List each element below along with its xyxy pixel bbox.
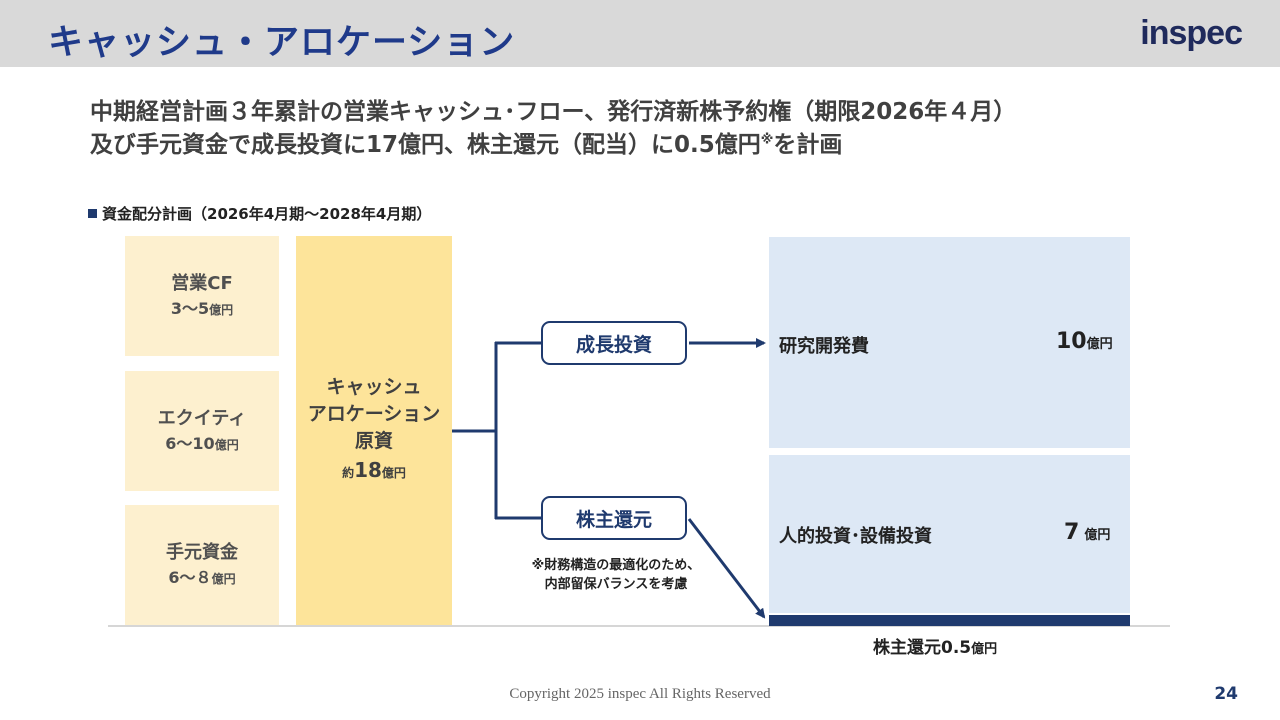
lead-note-mark: ※ bbox=[760, 132, 774, 148]
rnd-label: 研究開発費 bbox=[779, 336, 869, 357]
copyright: Copyright 2025 inspec All Rights Reserve… bbox=[509, 686, 771, 702]
source-cash-on-hand: 手元資金 6～８億円 bbox=[125, 505, 279, 625]
shareholder-return-bar bbox=[769, 615, 1130, 626]
page-number: 24 bbox=[1214, 684, 1238, 704]
section-label-text: 資金配分計画（2026年4月期～2028年4月期） bbox=[102, 205, 432, 223]
note-line-1: ※財務構造の最適化のため、 bbox=[531, 558, 701, 573]
rnd-allocation-box bbox=[769, 237, 1130, 448]
shareholder-note: ※財務構造の最適化のため、 内部留保バランスを考慮 bbox=[516, 556, 716, 594]
lead-line-2: 及び手元資金で成長投資に17億円、株主還元（配当）に0.5億円※を計画 bbox=[90, 125, 842, 159]
page-title: キャッシュ・アロケーション bbox=[48, 23, 516, 63]
logo-text: inspec bbox=[1140, 14, 1243, 52]
section-label: 資金配分計画（2026年4月期～2028年4月期） bbox=[88, 203, 431, 224]
growth-investment-pill: 成長投資 bbox=[541, 321, 687, 365]
pool-value: 約18億円 bbox=[342, 457, 406, 482]
source-operating-cf: 営業CF 3～5億円 bbox=[125, 236, 279, 356]
allocation-pool: キャッシュ アロケーション 原資 約18億円 bbox=[296, 236, 452, 625]
header-bar bbox=[0, 0, 1280, 67]
hr-capex-label: 人的投資･設備投資 bbox=[779, 526, 932, 547]
source-value: 3～5億円 bbox=[170, 298, 234, 318]
pool-line-3: 原資 bbox=[354, 429, 393, 452]
source-value: 6～10億円 bbox=[165, 433, 239, 453]
shareholder-arrow bbox=[687, 518, 766, 619]
inspec-logo: inspec bbox=[1140, 14, 1243, 53]
hr-capex-allocation-box bbox=[769, 455, 1130, 613]
note-line-2: 内部留保バランスを考慮 bbox=[544, 577, 688, 592]
lead-line-2-end: を計画 bbox=[773, 132, 843, 158]
pool-line-2: アロケーション bbox=[307, 402, 441, 425]
lead-line-2-main: 及び手元資金で成長投資に17億円、株主還元（配当）に0.5億円 bbox=[90, 132, 761, 158]
shareholder-return-pill: 株主還元 bbox=[541, 496, 687, 540]
square-bullet-icon bbox=[88, 209, 97, 218]
hr-capex-value: 7 億円 bbox=[1064, 520, 1111, 545]
source-value: 6～８億円 bbox=[168, 567, 236, 587]
lead-line-1: 中期経営計画３年累計の営業キャッシュ･フロー、発行済新株予約権（期限2026年４… bbox=[90, 99, 1017, 125]
shareholder-return-label: 株主還元0.5億円 bbox=[873, 638, 998, 658]
source-name: 手元資金 bbox=[166, 541, 238, 563]
rnd-value: 10億円 bbox=[1056, 329, 1113, 354]
source-equity: エクイティ 6～10億円 bbox=[125, 371, 279, 491]
pool-line-1: キャッシュ bbox=[326, 375, 422, 398]
source-name: エクイティ bbox=[157, 407, 247, 429]
source-name: 営業CF bbox=[171, 272, 233, 294]
